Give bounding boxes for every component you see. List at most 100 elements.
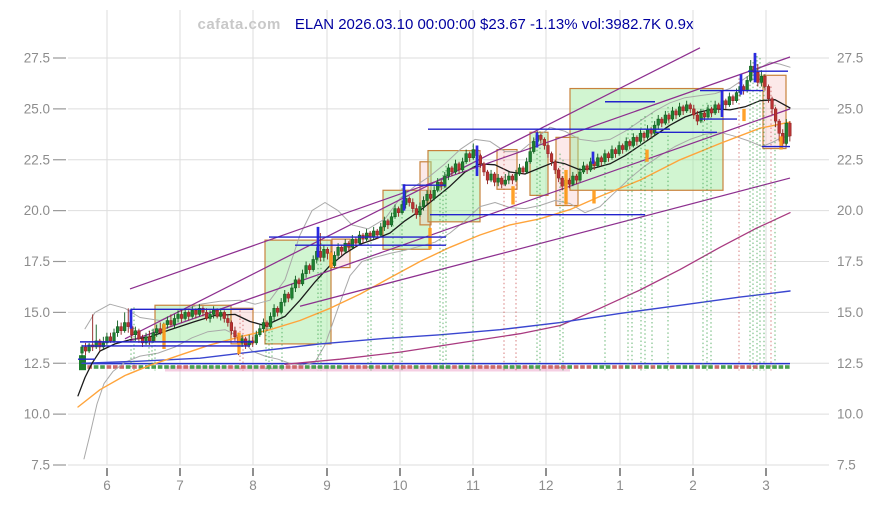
candle-down [318,251,322,258]
candle-down [226,318,230,323]
candle-up [617,145,621,154]
level-lines-layer [78,70,790,360]
candle-up [446,167,450,177]
candle-down [354,238,358,244]
candle-down [788,122,792,137]
candle-down [774,108,778,122]
candle-up [749,65,753,81]
candle-down [340,247,344,252]
x-axis-month-label: 1 [616,478,624,493]
candle-up [699,112,703,122]
candle-up [190,310,194,317]
candle-down [695,114,699,122]
candle-up [638,133,643,142]
candle-up [525,161,529,173]
pink-zone-box [496,148,518,190]
candle-up [603,153,607,163]
candle-down [187,312,191,317]
candle-up [464,153,468,163]
y-axis-tick-label-left: 7.5 [31,458,50,473]
candle-up [685,104,689,112]
chart-header: cafata.com ELAN 2026.03.10 00:00:00 $23.6… [0,15,891,35]
candle-down [478,155,482,165]
candle-down [119,326,123,331]
candle-up [656,118,660,126]
candle-up [272,308,276,317]
y-axis-tick-label-right: 25.0 [837,101,863,116]
candle-down [574,175,579,181]
candle-up [389,216,394,226]
candle-down [108,336,113,342]
candle-up [247,340,251,346]
candle-up [197,308,201,315]
candle-up [670,110,675,120]
candle-up [311,259,315,270]
candle-down [83,346,88,352]
candle-down [539,135,543,140]
candle-up [745,80,749,91]
candle-up [379,226,383,236]
candle-down [286,293,290,299]
candle-down [386,220,390,226]
y-axis-tick-label-right: 17.5 [837,254,863,269]
candle-up [514,173,518,181]
candle-down [137,330,141,340]
candle-down [439,181,443,187]
y-axis-tick-label-left: 17.5 [24,254,50,269]
candle-down [777,120,781,134]
candle-down [621,145,625,150]
candle-up [489,173,493,181]
y-axis-tick-label-right: 10.0 [837,407,863,422]
baseline-strip-layer [79,355,790,372]
candle-up [677,106,682,116]
candle-up [528,151,532,163]
candle-down [557,169,561,179]
candle-up [460,161,465,171]
candle-up [372,230,376,238]
trend-channel-line [124,47,701,340]
candle-down [308,265,312,270]
y-axis-tick-label-left: 22.5 [24,152,50,167]
candle-down [613,149,618,154]
candle-down [276,308,280,313]
candle-up [283,293,287,303]
candle-down [204,312,209,319]
candle-up [645,128,650,138]
candle-up [425,194,429,201]
candle-up [172,318,177,325]
chart-title: ELAN 2026.03.10 00:00:00 $23.67 -1.13% v… [294,16,694,33]
candle-up [503,179,507,185]
candle-down [688,104,692,110]
candle-up [589,161,593,171]
candle-down [717,104,721,110]
candle-up [332,255,337,266]
candle-up [279,301,283,313]
candle-down [126,322,130,327]
candle-up [364,232,369,240]
y-axis-tick-label-right: 20.0 [837,203,863,218]
y-axis-tick-label-right: 15.0 [837,305,863,320]
candle-down [482,163,486,173]
candle-down [98,340,102,348]
x-axis-month-label: 6 [103,478,111,493]
candle-down [500,177,504,185]
candle-up [443,175,447,187]
candle-up [453,163,458,173]
x-axis-month-label: 3 [762,478,770,493]
y-axis-tick-label-left: 10.0 [24,407,50,422]
candle-up [101,342,105,348]
candle-down [553,161,557,171]
trend-channel-line [299,177,791,307]
candle-down [428,194,433,199]
candle-down [233,330,237,338]
trend-channel-line [129,56,791,290]
candle-down [709,108,714,114]
x-axis-month-label: 2 [689,478,697,493]
y-axis-tick-label-left: 15.0 [24,305,50,320]
candle-down [542,139,547,146]
candle-up [115,326,120,333]
candle-up [219,312,223,317]
candle-up [596,157,600,167]
candle-up [432,190,436,199]
